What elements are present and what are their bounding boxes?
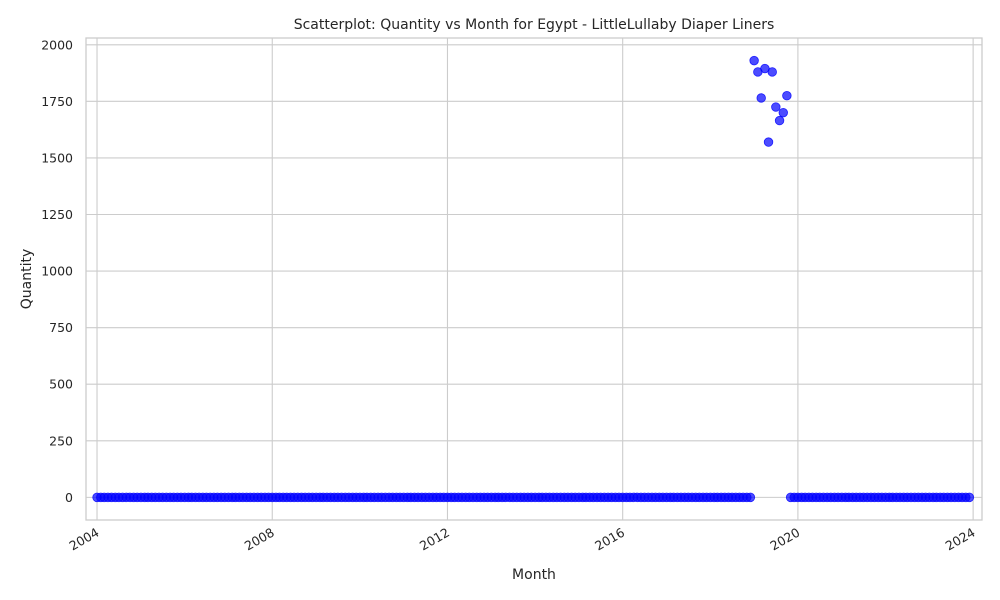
x-axis-label: Month	[512, 567, 556, 583]
y-tick-label: 500	[49, 377, 73, 392]
data-point	[745, 492, 756, 503]
chart-title: Scatterplot: Quantity vs Month for Egypt…	[294, 17, 775, 33]
y-axis-label: Quantity	[19, 249, 35, 310]
data-point	[767, 67, 777, 77]
data-point	[778, 107, 788, 118]
data-points	[92, 55, 975, 503]
y-tick-label: 2000	[41, 37, 73, 52]
data-point	[771, 102, 781, 112]
y-tick-label: 1750	[41, 94, 73, 109]
data-point	[756, 93, 766, 103]
plot-frame	[85, 37, 983, 521]
y-tick-label: 1500	[41, 150, 73, 165]
y-tick-label: 250	[49, 433, 73, 448]
y-tick-label: 1000	[41, 264, 73, 279]
y-tick-label: 0	[65, 490, 73, 505]
data-point	[763, 137, 774, 147]
data-point	[964, 492, 975, 503]
y-tick-label: 750	[49, 320, 73, 335]
y-tick-label: 1250	[41, 207, 73, 222]
data-point	[782, 91, 792, 101]
data-point	[774, 115, 785, 126]
grid-lines	[86, 38, 982, 520]
data-point	[749, 55, 759, 66]
